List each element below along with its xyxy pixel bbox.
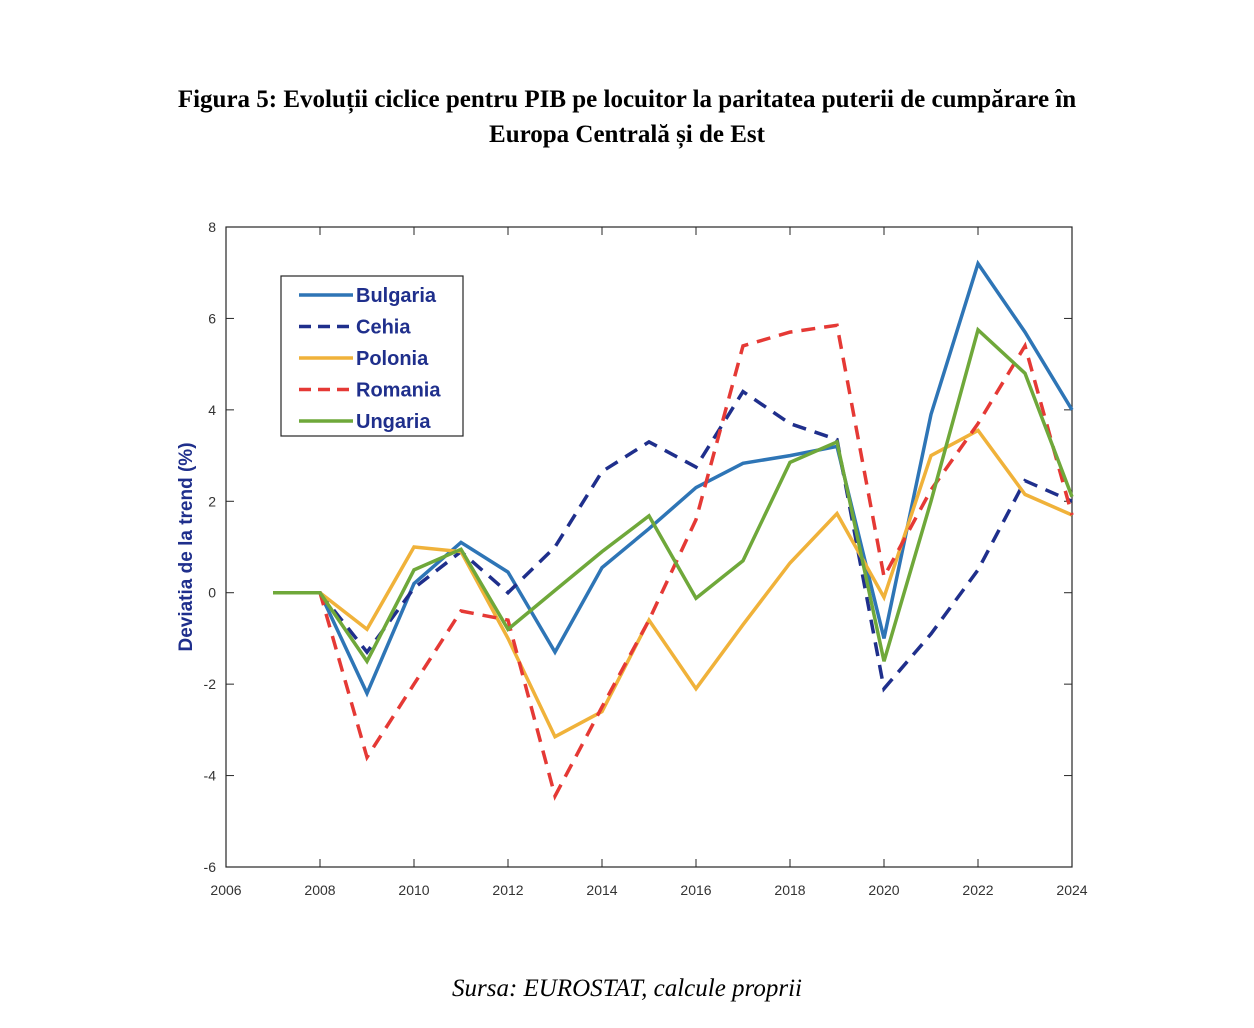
y-tick-label: 4 [208,402,216,418]
x-tick-label: 2020 [868,882,899,898]
y-tick-label: -2 [204,676,217,692]
series-line-ungaria [273,326,1074,665]
series-lines [273,259,1074,801]
legend-label-romania: Romania [356,380,441,402]
figure-title-line2: Europa Centrală și de Est [489,121,765,148]
legend-label-bulgaria: Bulgaria [356,285,437,307]
x-tick-label: 2014 [586,882,617,898]
y-tick-label: 2 [208,493,216,509]
axes: 2006 2008 2010 2012 2014 2016 2018 2020 2022 2024… [204,219,1088,898]
x-tick-label: 2006 [210,882,241,898]
y-tick-label: 0 [208,585,216,601]
legend: Bulgaria Cehia Polonia Romania Ungaria [280,275,464,437]
figure-title-line1: Figura 5: Evoluții ciclice pentru PIB pe… [177,86,1077,113]
legend-box [280,275,464,437]
series-line-cehia [273,389,1073,693]
legend-label-polonia: Polonia [356,348,429,370]
y-tick-label: 6 [208,310,216,326]
x-tick-label: 2008 [304,882,335,898]
x-tick-label: 2010 [398,882,429,898]
y-tick-label: -6 [204,859,217,875]
legend-label-ungaria: Ungaria [356,411,431,433]
figure-title: Figura 5: Evoluții ciclice pentru PIB pe… [0,82,1254,152]
x-tick-label: 2024 [1056,882,1087,898]
figure-source: Sursa: EUROSTAT, calcule proprii [452,975,802,1002]
y-axis-label: Deviatia de la trend (%) [176,442,197,651]
series-line-bulgaria [273,259,1074,698]
x-tick-label: 2016 [680,882,711,898]
x-tick-label: 2012 [492,882,523,898]
series-line-polonia [273,428,1073,740]
y-tick-label: 8 [208,219,216,235]
y-tick-label: -4 [204,768,217,784]
x-tick-label: 2018 [774,882,805,898]
plot-frame [225,226,1073,868]
x-tick-label: 2022 [962,882,993,898]
legend-label-cehia: Cehia [356,317,411,339]
